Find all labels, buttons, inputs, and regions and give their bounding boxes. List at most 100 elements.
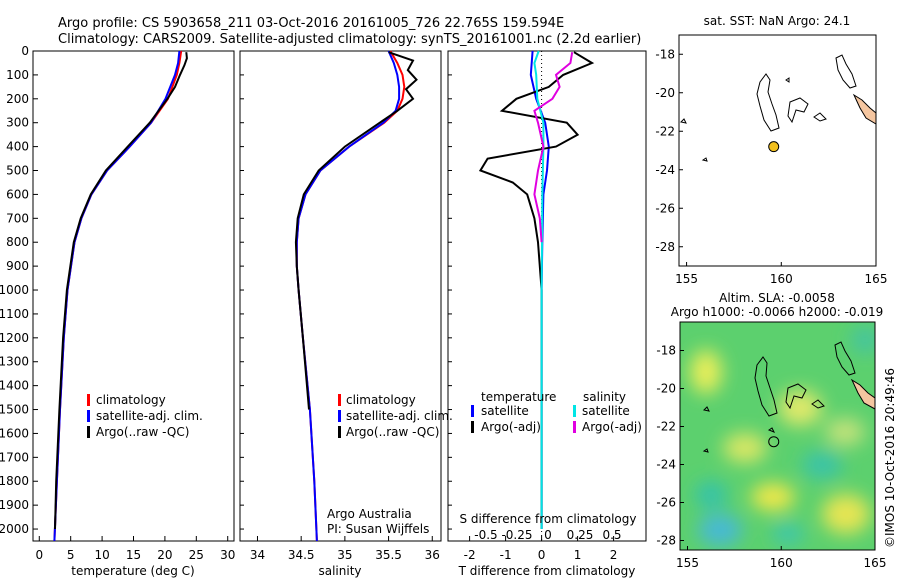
salinity-axes-frame <box>239 50 442 542</box>
temp-xtick-label: 10 <box>94 548 109 562</box>
temp-xtick-label: 30 <box>220 548 235 562</box>
legend-label-sal-satellite: satellite <box>582 404 630 418</box>
sla-land-area <box>850 378 875 410</box>
diff-xtick-label: -2 <box>464 548 476 562</box>
sla-coastline-reef-a <box>754 356 778 417</box>
sla-low-2 <box>698 514 742 546</box>
temperature-ytick-label: 300 <box>6 116 29 130</box>
coastline-reef-b <box>787 97 809 124</box>
temp-xtick-label: 20 <box>157 548 172 562</box>
legend-label-satellite: satellite-adj. clim. <box>96 409 203 423</box>
sla-coastlines <box>702 341 856 453</box>
sal-xtick-label: 35.5 <box>375 548 402 562</box>
coastline-islet-b <box>701 157 708 162</box>
temperature-ytick-label: 1200 <box>0 331 29 345</box>
legend-title-salinity: salinity <box>583 390 626 404</box>
legend-label-temp-satellite: satellite <box>481 404 529 418</box>
sla-map-frame <box>679 321 876 551</box>
sst-map-panel: sat. SST: NaN Argo: 24.1 155 160 165 -18 -20… <box>655 14 887 286</box>
sal-xtick-label: 34 <box>250 548 265 562</box>
temperature-ytick-label: 2000 <box>0 522 29 536</box>
top-tick-0: 0 <box>544 528 552 542</box>
legend-title-temperature: temperature <box>481 390 556 404</box>
temperature-ytick-label: 1000 <box>0 283 29 297</box>
legend-label-sal-argo: Argo(-adj) <box>582 420 642 434</box>
legend-swatch-sal-satellite <box>573 405 576 417</box>
sst-xtick-label: 160 <box>770 272 793 286</box>
temperature-ytick-label: 1800 <box>0 474 29 488</box>
temperature-ytick-label: 100 <box>6 68 29 82</box>
legend-swatch-satellite <box>338 410 341 422</box>
imos-credit: ©IMOS 10-Oct-2016 20:49:46 <box>883 368 897 548</box>
temperature-ytick-label: 400 <box>6 140 29 154</box>
legend-label-argo: Argo(..raw -QC) <box>346 425 439 439</box>
sla-low-4 <box>772 524 804 544</box>
sla-coastline-reef-c <box>811 399 825 409</box>
sla-ytick-label: -22 <box>656 420 676 434</box>
diff-xtick-label: -1 <box>500 548 512 562</box>
legend-swatch-temp-satellite <box>471 405 474 417</box>
temp-series-satellite-adj-clim- <box>53 50 181 542</box>
diff-series-salinity-argo-adj- <box>533 52 574 243</box>
sal-series-argo-raw-qc- <box>294 51 418 410</box>
coastline-islet-a <box>679 118 687 124</box>
temperature-ytick-label: 1600 <box>0 426 29 440</box>
sla-low-5 <box>851 326 875 354</box>
temperature-ytick-label: 1900 <box>0 498 29 512</box>
sla-coastline-islet-c <box>767 427 776 433</box>
difference-legend: temperature salinity satellite Argo(-adj… <box>471 390 642 434</box>
temperature-ytick-label: 1500 <box>0 403 29 417</box>
temperature-ytick-label: 1300 <box>0 355 29 369</box>
temperature-ytick-label: 800 <box>6 235 29 249</box>
sal-xtick-label: 34.5 <box>288 548 315 562</box>
sla-ytick-label: -18 <box>656 344 676 358</box>
sst-ytick-label: -18 <box>655 47 675 61</box>
diff-xtick-label: 2 <box>610 548 618 562</box>
temp-xtick-label: 15 <box>126 548 141 562</box>
coastline-reef-c <box>813 112 827 122</box>
sst-map-title: sat. SST: NaN Argo: 24.1 <box>704 14 851 28</box>
sla-coastline-islet-b <box>702 448 709 453</box>
legend-label-temp-argo: Argo(-adj) <box>481 420 541 434</box>
legend-label-argo: Argo(..raw -QC) <box>96 425 189 439</box>
legend-label-climatology: climatology <box>96 393 166 407</box>
sla-coastline-reef-b <box>785 383 807 410</box>
sla-argo-float-marker <box>768 436 780 448</box>
sst-ytick-label: -28 <box>655 240 675 254</box>
top-tick-neg05: -0.5 <box>474 528 497 542</box>
sal-series-satellite-adj-clim- <box>295 50 401 542</box>
legend-label-climatology: climatology <box>346 393 416 407</box>
sla-coastline-new-caledonia <box>834 341 856 376</box>
temperature-legend: climatology satellite-adj. clim. Argo(..… <box>87 393 203 439</box>
sla-map-title-2: Argo h1000: -0.0066 h2000: -0.019 <box>671 305 884 319</box>
sla-low-1 <box>695 481 727 509</box>
legend-swatch-temp-argo <box>471 421 474 433</box>
temperature-ytick-label: 1700 <box>0 450 29 464</box>
sla-xtick-label: 155 <box>676 556 699 570</box>
legend-swatch-sal-argo <box>573 421 576 433</box>
sst-ytick-label: -22 <box>655 124 675 138</box>
sla-ytick-label: -20 <box>656 382 676 396</box>
sst-ytick-label: -24 <box>655 163 675 177</box>
sla-map-panel: Altim. SLA: -0.0058 Argo h1000: -0.0066 … <box>656 291 886 570</box>
temperature-ytick-label: 900 <box>6 259 29 273</box>
sla-high-2 <box>778 390 822 426</box>
diff-xtick-label: 0 <box>538 548 546 562</box>
sla-map-title-1: Altim. SLA: -0.0058 <box>719 291 835 305</box>
diff-xtick-label: 1 <box>574 548 582 562</box>
land-area <box>852 93 877 125</box>
legend-swatch-climatology <box>338 394 341 406</box>
top-tick-05: 0.5 <box>602 528 621 542</box>
temperature-ytick-label: 0 <box>21 44 29 58</box>
argo-float-marker <box>768 141 780 153</box>
sal-xtick-label: 35 <box>337 548 352 562</box>
sst-coastlines <box>679 54 857 162</box>
sla-xtick-label: 160 <box>770 556 793 570</box>
top-tick-neg025: -0.25 <box>501 528 532 542</box>
coastline-islet-c <box>785 77 790 83</box>
sst-ytick-label: -26 <box>655 201 675 215</box>
salinity-panel: 34 34.5 35 35.5 36 salinity climatology sate… <box>239 50 453 578</box>
legend-label-satellite: satellite-adj. clim. <box>346 409 453 423</box>
sla-high-3 <box>723 433 767 463</box>
temperature-ytick-label: 200 <box>6 92 29 106</box>
